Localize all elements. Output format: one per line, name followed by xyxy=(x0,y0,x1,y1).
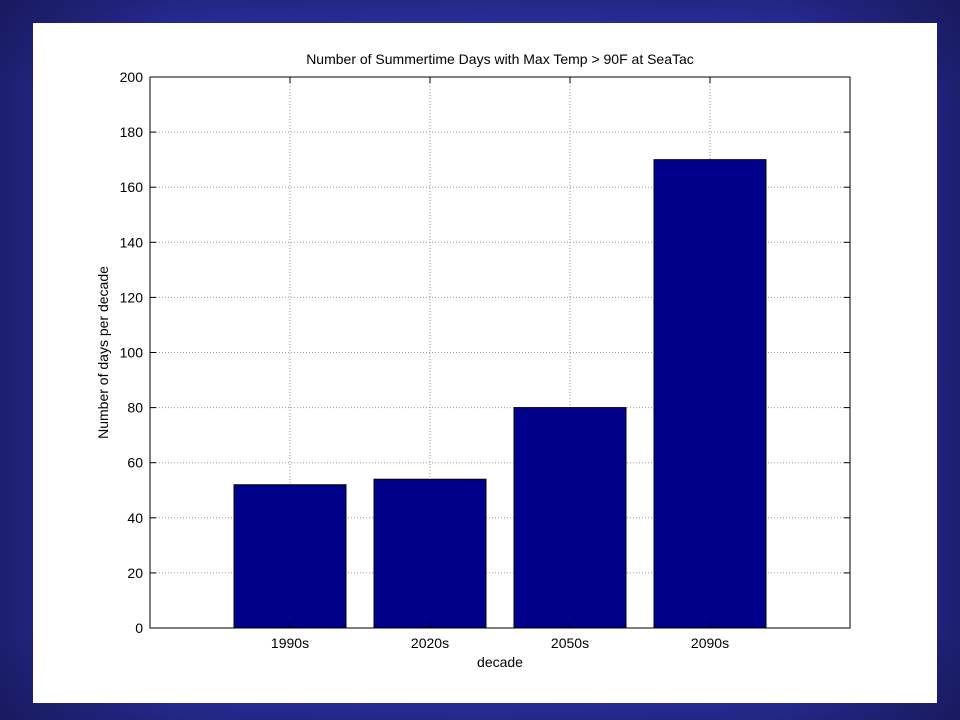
y-axis-label: Number of days per decade xyxy=(95,266,111,439)
x-tick-label: 2050s xyxy=(551,635,589,651)
bar-2090s xyxy=(653,159,767,629)
y-tick-label: 20 xyxy=(127,565,143,581)
y-tick-label: 80 xyxy=(127,400,143,416)
bar-2020s xyxy=(373,478,487,629)
bar-2050s xyxy=(513,407,627,629)
chart-title: Number of Summertime Days with Max Temp … xyxy=(306,51,694,67)
bar-1990s xyxy=(233,484,347,629)
y-tick-label: 0 xyxy=(135,620,143,636)
y-axis-tick-labels: 0 20 40 60 80 100 120 140 160 180 200 xyxy=(120,69,144,636)
bars xyxy=(233,159,767,629)
y-tick-label: 120 xyxy=(120,289,144,305)
y-tick-label: 160 xyxy=(120,179,144,195)
y-tick-label: 100 xyxy=(120,345,144,361)
y-tick-label: 140 xyxy=(120,234,144,250)
x-tick-label: 1990s xyxy=(271,635,309,651)
y-tick-label: 180 xyxy=(120,124,144,140)
x-axis-tick-labels: 1990s 2020s 2050s 2090s xyxy=(271,635,729,651)
axis-ticks xyxy=(150,76,850,629)
y-tick-label: 40 xyxy=(127,510,143,526)
x-tick-label: 2090s xyxy=(691,635,729,651)
x-tick-label: 2020s xyxy=(411,635,449,651)
figure-panel: Number of Summertime Days with Max Temp … xyxy=(33,23,937,703)
x-axis-label: decade xyxy=(477,654,523,670)
y-tick-label: 200 xyxy=(120,69,144,85)
bar-chart: Number of Summertime Days with Max Temp … xyxy=(95,51,851,670)
y-tick-label: 60 xyxy=(127,455,143,471)
